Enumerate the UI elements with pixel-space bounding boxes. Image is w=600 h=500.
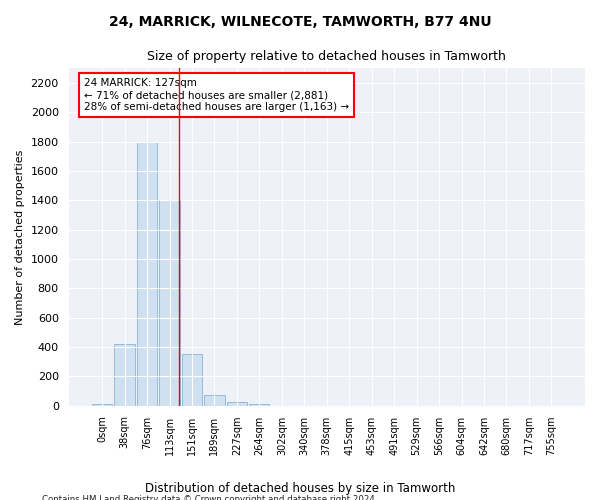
Text: Distribution of detached houses by size in Tamworth: Distribution of detached houses by size … — [145, 482, 455, 495]
Title: Size of property relative to detached houses in Tamworth: Size of property relative to detached ho… — [148, 50, 506, 63]
Bar — [92, 404, 112, 406]
Text: Contains HM Land Registry data © Crown copyright and database right 2024.: Contains HM Land Registry data © Crown c… — [42, 496, 377, 500]
Bar — [227, 402, 247, 406]
Bar — [182, 354, 202, 406]
Text: 24 MARRICK: 127sqm
← 71% of detached houses are smaller (2,881)
28% of semi-deta: 24 MARRICK: 127sqm ← 71% of detached hou… — [84, 78, 349, 112]
Bar — [249, 404, 269, 406]
Bar — [115, 344, 134, 406]
Text: 24, MARRICK, WILNECOTE, TAMWORTH, B77 4NU: 24, MARRICK, WILNECOTE, TAMWORTH, B77 4N… — [109, 15, 491, 29]
Bar — [137, 142, 157, 406]
Bar — [205, 395, 224, 406]
Y-axis label: Number of detached properties: Number of detached properties — [15, 150, 25, 324]
Bar — [160, 200, 179, 406]
